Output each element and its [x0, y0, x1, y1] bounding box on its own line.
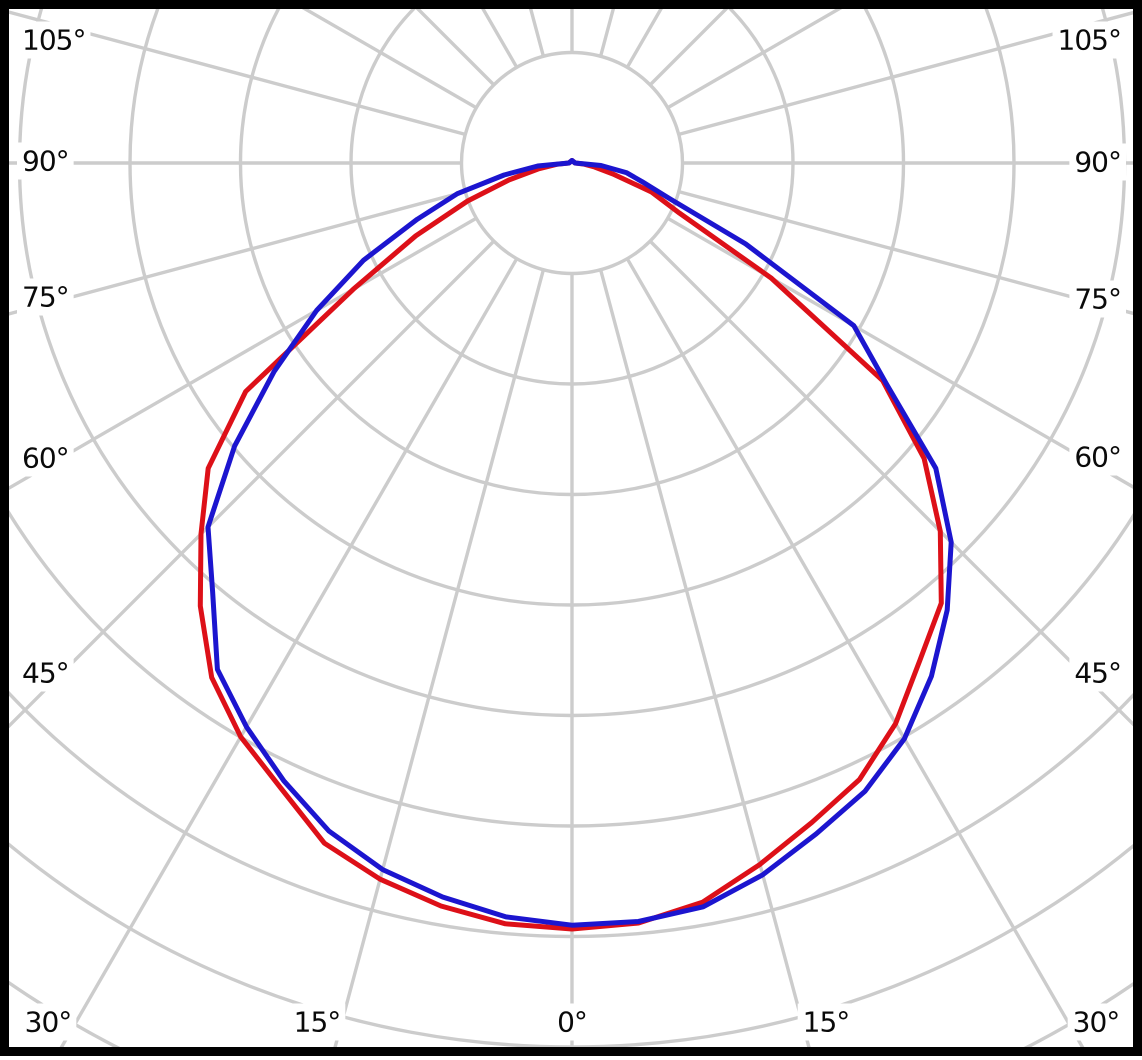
angle-label-mask	[1069, 143, 1126, 181]
angle-label-mask	[797, 1003, 855, 1041]
angle-label: 105°	[22, 24, 85, 57]
angle-label-mask	[17, 278, 74, 316]
grid-radial-line	[9, 239, 496, 729]
grid-radial-line	[666, 216, 1133, 489]
angle-label-mask	[17, 142, 74, 180]
angle-label: 75°	[1074, 283, 1121, 316]
angle-label-mask	[17, 439, 74, 477]
angle-label: 30°	[25, 1006, 72, 1039]
grid-radial-line	[678, 189, 1133, 316]
angle-labels: 105° 90° 75° 60° 45° 105° 90° 75° 60° 45° 30° 15° 0°…	[17, 21, 1126, 1041]
angle-label-mask	[1052, 21, 1126, 59]
angle-label: 45°	[22, 657, 69, 690]
grid-radial-line	[648, 239, 1133, 727]
grid-radial-line	[598, 269, 812, 1051]
angle-label-mask	[1069, 438, 1126, 476]
angle-label-mask	[17, 654, 74, 692]
grid-radial-line	[9, 216, 478, 491]
angle-label-mask	[1069, 654, 1126, 692]
angle-label-mask	[19, 1003, 77, 1041]
grid-radial-line	[9, 189, 466, 316]
angle-label: 90°	[1074, 146, 1121, 179]
grid-radial-line	[625, 257, 1087, 1051]
angle-label: 90°	[22, 145, 69, 178]
grid-radial-line	[678, 10, 1133, 137]
angle-label: 0°	[557, 1006, 587, 1039]
grid-radial-line	[57, 257, 519, 1051]
angle-label-mask	[1067, 1003, 1125, 1041]
angle-label: 30°	[1073, 1006, 1120, 1039]
grid-radial-line	[332, 269, 546, 1051]
angle-label: 105°	[1058, 24, 1121, 57]
angle-label-mask	[288, 1003, 346, 1041]
angle-label: 60°	[22, 442, 69, 475]
angle-label: 45°	[1074, 657, 1121, 690]
red-curve	[197, 158, 944, 932]
angle-label-mask	[552, 1003, 592, 1041]
grid-radial-line	[9, 10, 466, 137]
angle-label: 15°	[294, 1006, 341, 1039]
angle-label-mask	[1069, 280, 1126, 318]
angle-label: 60°	[1074, 441, 1121, 474]
angle-label-mask	[17, 21, 91, 59]
angle-label: 15°	[803, 1006, 850, 1039]
angle-label: 75°	[22, 281, 69, 314]
blue-curve	[205, 158, 954, 928]
